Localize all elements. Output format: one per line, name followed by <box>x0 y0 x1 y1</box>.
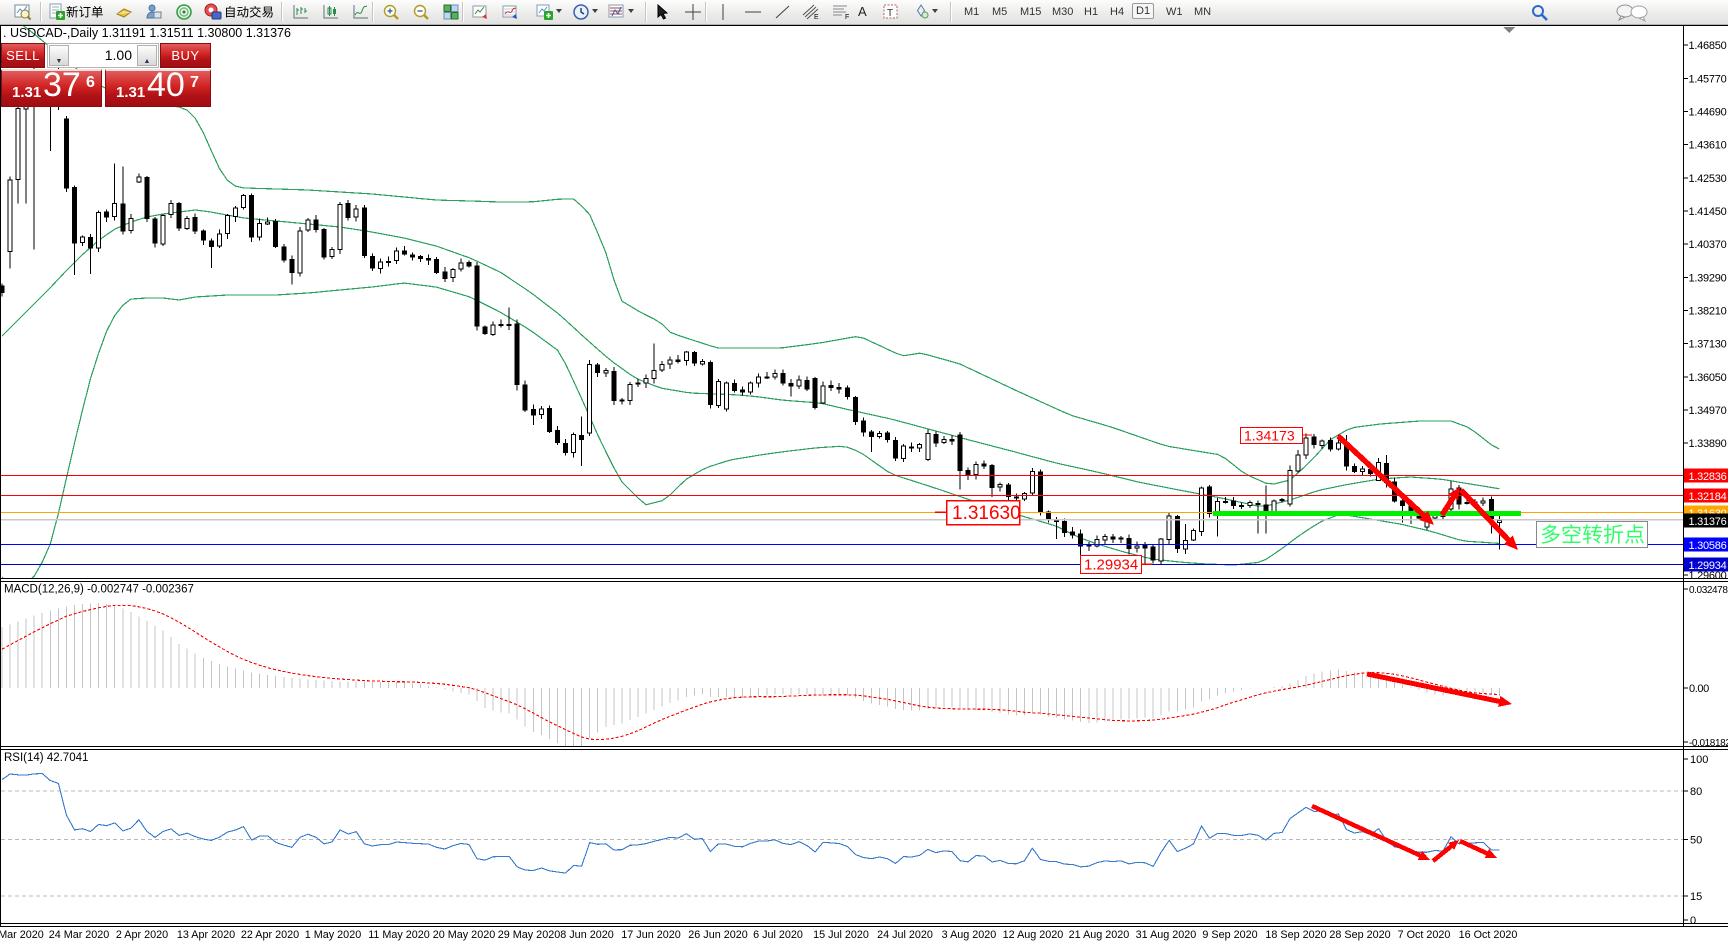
svg-text:E: E <box>814 14 819 21</box>
svg-text:1.41450: 1.41450 <box>1689 206 1727 218</box>
svg-text:RSI(14) 42.7041: RSI(14) 42.7041 <box>4 752 88 764</box>
svg-text:1.36050: 1.36050 <box>1689 372 1727 384</box>
svg-text:31 Aug 2020: 31 Aug 2020 <box>1136 929 1197 941</box>
svg-text:80: 80 <box>1690 786 1702 798</box>
svg-text:Mar 2020: Mar 2020 <box>0 929 44 941</box>
svg-text:2 Apr 2020: 2 Apr 2020 <box>116 929 168 941</box>
svg-text:9 Sep 2020: 9 Sep 2020 <box>1202 929 1257 941</box>
svg-text:T: T <box>887 8 893 19</box>
svg-text:-0.018182: -0.018182 <box>1689 738 1728 749</box>
svg-text:1.45770: 1.45770 <box>1689 73 1727 85</box>
svg-text:15: 15 <box>1690 891 1702 903</box>
svg-text:0: 0 <box>1690 915 1696 927</box>
svg-text:13 Apr 2020: 13 Apr 2020 <box>177 929 235 941</box>
svg-text:0.032478: 0.032478 <box>1689 585 1728 596</box>
svg-text:1.29600: 1.29600 <box>1689 570 1727 582</box>
svg-text:18 Sep 2020: 18 Sep 2020 <box>1265 929 1326 941</box>
svg-text:1.44690: 1.44690 <box>1689 107 1727 119</box>
svg-text:24 Mar 2020: 24 Mar 2020 <box>49 929 110 941</box>
svg-text:3 Aug 2020: 3 Aug 2020 <box>942 929 997 941</box>
svg-text:1.30586: 1.30586 <box>1689 540 1727 552</box>
svg-text:1 May 2020: 1 May 2020 <box>305 929 361 941</box>
svg-text:0.00: 0.00 <box>1689 683 1709 695</box>
svg-text:20 May 2020: 20 May 2020 <box>433 929 495 941</box>
svg-text:1.32184: 1.32184 <box>1689 491 1727 503</box>
svg-text:F: F <box>845 14 849 21</box>
svg-text:1.46850: 1.46850 <box>1689 40 1727 52</box>
svg-text:7 Oct 2020: 7 Oct 2020 <box>1398 929 1451 941</box>
svg-text:1.29934: 1.29934 <box>1084 557 1138 574</box>
svg-text:29 May 2020: 29 May 2020 <box>498 929 560 941</box>
svg-text:1.39290: 1.39290 <box>1689 272 1727 284</box>
svg-text:26 Jun 2020: 26 Jun 2020 <box>688 929 747 941</box>
svg-text:1.43610: 1.43610 <box>1689 140 1727 152</box>
svg-text:16 Oct 2020: 16 Oct 2020 <box>1459 929 1518 941</box>
svg-text:22 Apr 2020: 22 Apr 2020 <box>241 929 299 941</box>
svg-text:50: 50 <box>1690 835 1702 847</box>
svg-text:1.40370: 1.40370 <box>1689 239 1727 251</box>
svg-text:1.34173: 1.34173 <box>1244 428 1295 444</box>
svg-text:1.31630: 1.31630 <box>952 503 1021 524</box>
svg-text:1.34970: 1.34970 <box>1689 405 1727 417</box>
svg-text:100: 100 <box>1690 754 1708 766</box>
svg-text:6 Jul 2020: 6 Jul 2020 <box>753 929 803 941</box>
svg-text:21 Aug 2020: 21 Aug 2020 <box>1069 929 1130 941</box>
svg-text:15 Jul 2020: 15 Jul 2020 <box>813 929 869 941</box>
svg-text:11 May 2020: 11 May 2020 <box>368 929 430 941</box>
svg-text:. USDCAD-,Daily 1.31191 1.315: . USDCAD-,Daily 1.31191 1.31511 1.30800 … <box>3 26 291 40</box>
svg-text:1.32836: 1.32836 <box>1689 471 1727 483</box>
svg-text:28 Sep 2020: 28 Sep 2020 <box>1329 929 1390 941</box>
svg-text:17 Jun 2020: 17 Jun 2020 <box>621 929 680 941</box>
svg-text:12 Aug 2020: 12 Aug 2020 <box>1003 929 1064 941</box>
svg-text:1.31376: 1.31376 <box>1689 516 1727 528</box>
svg-text:1.33890: 1.33890 <box>1689 438 1727 450</box>
svg-text:1.38210: 1.38210 <box>1689 305 1727 317</box>
svg-text:1.42530: 1.42530 <box>1689 173 1727 185</box>
svg-text:24 Jul 2020: 24 Jul 2020 <box>877 929 933 941</box>
svg-text:1.29934: 1.29934 <box>1689 560 1727 572</box>
svg-text:8 Jun 2020: 8 Jun 2020 <box>560 929 613 941</box>
svg-text:MACD(12,26,9) -0.002747 -0.002: MACD(12,26,9) -0.002747 -0.002367 <box>4 584 194 596</box>
svg-text:1.37130: 1.37130 <box>1689 339 1727 351</box>
